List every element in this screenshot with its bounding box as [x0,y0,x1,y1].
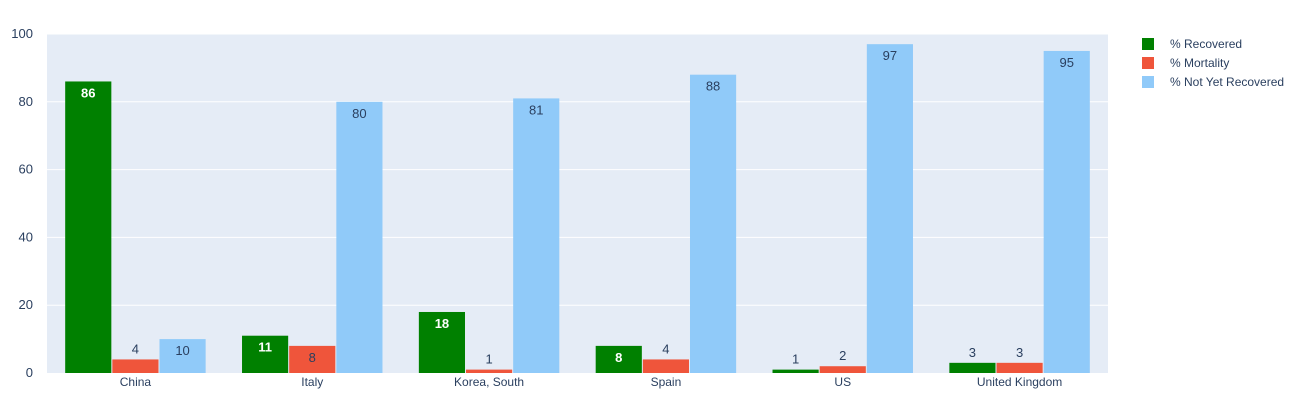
data-label: 8 [615,350,622,365]
y-tick-label: 100 [11,26,33,41]
x-tick-label: Korea, South [454,375,524,389]
bar[interactable] [336,101,383,374]
data-label: 3 [1016,345,1023,360]
data-label: 18 [435,316,449,331]
data-label: 1 [792,352,799,367]
data-label: 10 [175,343,189,358]
y-tick-label: 40 [19,229,33,244]
bar[interactable] [949,362,996,373]
x-tick-label: China [120,375,152,389]
data-label: 86 [81,85,95,100]
data-label: 2 [839,348,846,363]
grid-layer [47,33,1108,306]
bar[interactable] [866,44,913,374]
bar[interactable] [466,369,513,373]
bar[interactable] [65,81,112,374]
bar-layer [65,44,1090,374]
legend-label-mortality: % Mortality [1170,55,1230,70]
data-label: 81 [529,102,543,117]
data-label: 88 [706,79,720,94]
plot-area [47,34,1108,373]
bar[interactable] [689,74,737,374]
bar[interactable] [642,359,689,373]
x-tick-label: United Kingdom [977,375,1062,389]
bar[interactable] [996,362,1043,373]
legend-label-recovered: % Recovered [1170,36,1243,51]
y-tick-label: 20 [19,297,33,312]
y-tick-label: 60 [19,162,33,177]
data-label: 80 [352,106,366,121]
x-tick-label: US [834,375,851,389]
legend-swatch-not-yet-recovered [1142,75,1154,88]
legend-item-not-yet-recovered[interactable]: % Not Yet Recovered [1142,72,1284,91]
bar[interactable] [112,359,159,373]
legend: % Recovered % Mortality % Not Yet Recove… [1142,34,1284,91]
data-label: 8 [309,350,316,365]
legend-label-not-yet-recovered: % Not Yet Recovered [1170,74,1285,89]
bar[interactable] [242,335,289,373]
bar[interactable] [819,366,866,373]
data-label: 11 [258,340,272,355]
data-label: 4 [132,341,139,356]
y-tick-label: 80 [19,94,33,109]
axis-layer: 0 20 40 60 80 100 China Italy Korea, South Spain U… [11,26,1062,389]
legend-item-mortality[interactable]: % Mortality [1142,53,1284,72]
x-tick-label: Spain [651,375,682,389]
y-tick-label: 0 [26,365,33,380]
data-label: 3 [969,345,976,360]
data-label: 97 [883,48,897,63]
data-label: 4 [662,341,669,356]
bar[interactable] [595,345,642,373]
bar[interactable] [418,311,466,373]
bar[interactable] [159,339,206,373]
legend-swatch-recovered [1142,37,1154,50]
legend-swatch-mortality [1142,56,1154,69]
legend-item-recovered[interactable]: % Recovered [1142,34,1284,53]
bar[interactable] [772,369,819,373]
bar[interactable] [1043,50,1090,373]
x-tick-label: Italy [301,375,323,389]
bar[interactable] [289,345,336,373]
data-label: 1 [485,352,492,367]
data-label: 95 [1060,55,1074,70]
bar[interactable] [513,98,560,373]
